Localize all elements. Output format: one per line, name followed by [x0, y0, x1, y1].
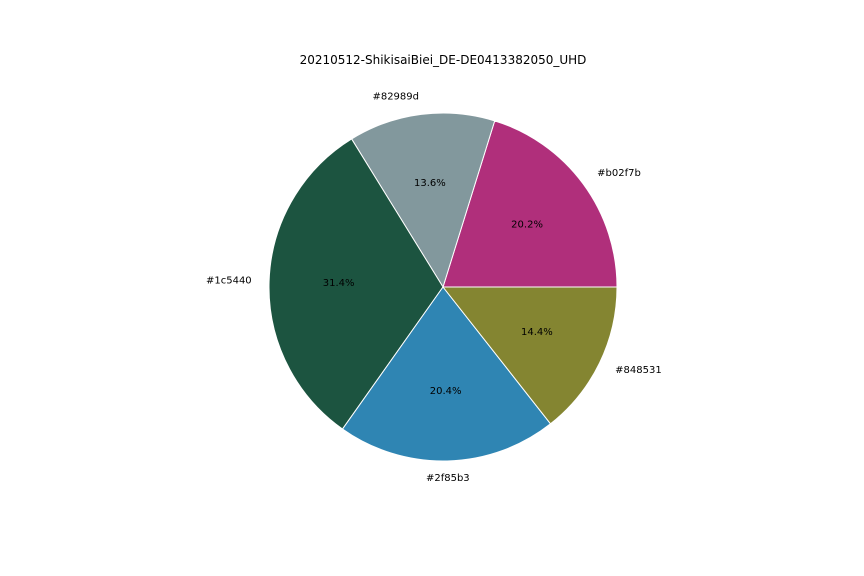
chart-title: 20210512-ShikisaiBiei_DE-DE0413382050_UH… — [300, 53, 587, 67]
slice-label-1c5440: #1c5440 — [206, 275, 252, 286]
slice-percent-82989d: 13.6% — [414, 178, 446, 189]
slice-label-82989d: #82989d — [372, 92, 419, 103]
slice-percent-848531: 14.4% — [521, 327, 553, 338]
slice-label-b02f7b: #b02f7b — [597, 168, 641, 179]
pie-slice-1c5440 — [268, 138, 444, 430]
slice-percent-2f85b3: 20.4% — [430, 386, 462, 397]
slice-label-848531: #848531 — [615, 365, 662, 376]
pie-slice-82989d — [351, 112, 496, 288]
slice-label-2f85b3: #2f85b3 — [426, 473, 470, 484]
pie-slice-2f85b3 — [342, 286, 552, 462]
pie-slices — [268, 112, 618, 462]
pie-slice-848531 — [442, 286, 618, 425]
pie-labels: #b02f7b 20.2% #82989d 13.6% #1c5440 31.4% #2f8… — [206, 92, 662, 484]
slice-percent-b02f7b: 20.2% — [511, 220, 543, 231]
slice-percent-1c5440: 31.4% — [323, 278, 355, 289]
pie-slice-b02f7b — [442, 120, 618, 288]
